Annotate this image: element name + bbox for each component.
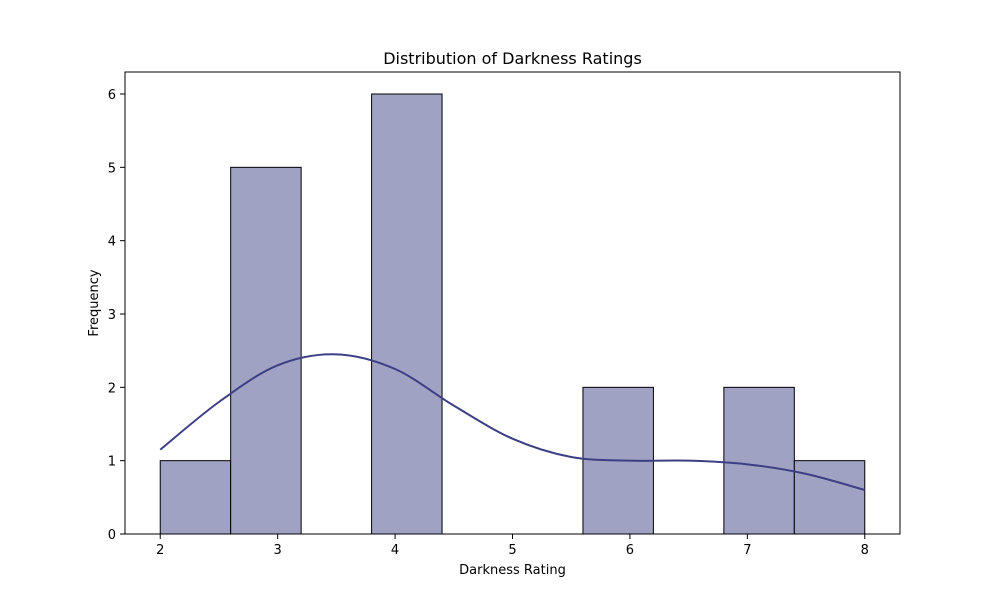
y-tick-label: 3 bbox=[108, 308, 116, 323]
x-tick-label: 8 bbox=[861, 543, 869, 558]
y-tick-label: 5 bbox=[108, 161, 116, 176]
x-tick-label: 6 bbox=[626, 543, 634, 558]
histogram-bar-9 bbox=[793, 460, 866, 535]
x-tick-label: 7 bbox=[743, 543, 751, 558]
y-tick-label: 2 bbox=[108, 381, 116, 396]
x-tick-label: 2 bbox=[156, 543, 164, 558]
x-tick-label: 4 bbox=[391, 543, 399, 558]
x-tick-label: 5 bbox=[508, 543, 516, 558]
histogram-bar-1 bbox=[230, 166, 302, 535]
chart-title: Distribution of Darkness Ratings bbox=[383, 49, 642, 68]
y-tick-label: 6 bbox=[108, 88, 116, 103]
x-axis: 2 3 4 5 6 7 8 bbox=[156, 534, 869, 558]
y-tick-label: 1 bbox=[108, 455, 116, 470]
x-tick-label: 3 bbox=[274, 543, 282, 558]
bars-group bbox=[159, 93, 866, 535]
histogram-bar-3 bbox=[371, 93, 443, 535]
y-axis-label: Frequency bbox=[87, 269, 102, 336]
histogram-bar-0 bbox=[159, 460, 232, 535]
y-tick-label: 0 bbox=[108, 528, 116, 543]
kde-curve bbox=[159, 353, 866, 491]
y-tick-label: 4 bbox=[108, 235, 116, 250]
y-axis: 0 1 2 3 4 5 6 bbox=[108, 88, 125, 543]
x-axis-label: Darkness Rating bbox=[459, 563, 566, 578]
histogram-bar-8 bbox=[723, 386, 795, 535]
